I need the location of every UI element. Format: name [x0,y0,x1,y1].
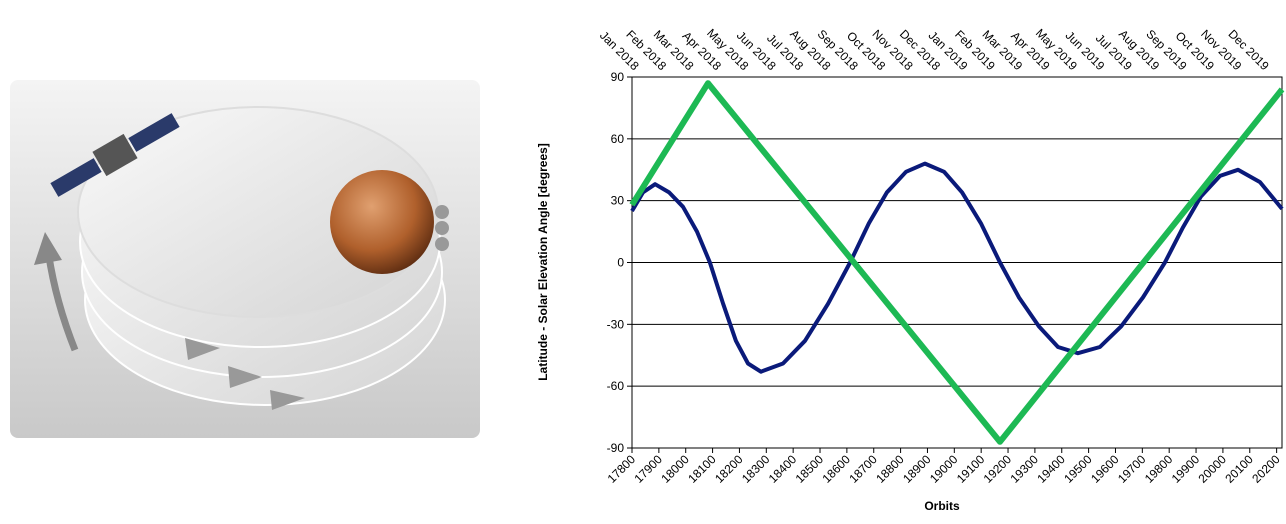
x-tick-label: 18900 [900,452,934,486]
x-tick-label: 17800 [605,452,639,486]
y-tick-label: 60 [611,132,625,146]
x-tick-label: 18700 [846,452,880,486]
dot [435,221,449,235]
x-tick-label: 18400 [766,452,800,486]
y-tick-label: -30 [607,317,625,331]
x-tick-label: 18800 [873,452,907,486]
illustration [10,80,480,438]
mars [330,170,434,274]
x-tick-label: 20100 [1222,452,1256,486]
dot [435,205,449,219]
x-tick-label: 19800 [1142,452,1176,486]
series-line [630,161,1284,374]
x-tick-label: 17900 [631,452,665,486]
arrow-head [270,390,305,410]
y-tick-label: 90 [611,70,625,84]
y-tick-label: 0 [617,256,624,270]
y-tick-label: -60 [607,379,625,393]
x-tick-label: 19300 [1008,452,1042,486]
x-tick-label: 19200 [981,452,1015,486]
x-tick-label: 20200 [1249,452,1283,486]
plot-frame [631,76,1283,449]
x-axis-title: Orbits [924,499,960,513]
x-tick-label: 18200 [712,452,746,486]
x-tick-label: 18500 [793,452,827,486]
x-tick-label: 19400 [1034,452,1068,486]
x-tick-label: 19600 [1088,452,1122,486]
x-tick-label: 19700 [1115,452,1149,486]
x-tick-label: 19100 [954,452,988,486]
y-axis-title: Latitude - Solar Elevation Angle [degree… [536,143,550,381]
x-tick-label: 19500 [1061,452,1095,486]
arrow-head [228,366,262,388]
y-tick-label: 30 [611,194,625,208]
satellite [50,113,180,197]
dot [435,237,449,251]
x-tick-label: 18100 [685,452,719,486]
series-line [629,80,1285,445]
arrow-head [185,338,220,360]
x-tick-label: 18000 [658,452,692,486]
y-tick-label: -90 [607,441,625,455]
arrow-head [34,232,62,265]
x-tick-label: 20000 [1196,452,1230,486]
x-tick-label: 19900 [1169,452,1203,486]
x-tick-label: 18300 [739,452,773,486]
x-tick-label: 19000 [927,452,961,486]
x-tick-label: 18600 [819,452,853,486]
